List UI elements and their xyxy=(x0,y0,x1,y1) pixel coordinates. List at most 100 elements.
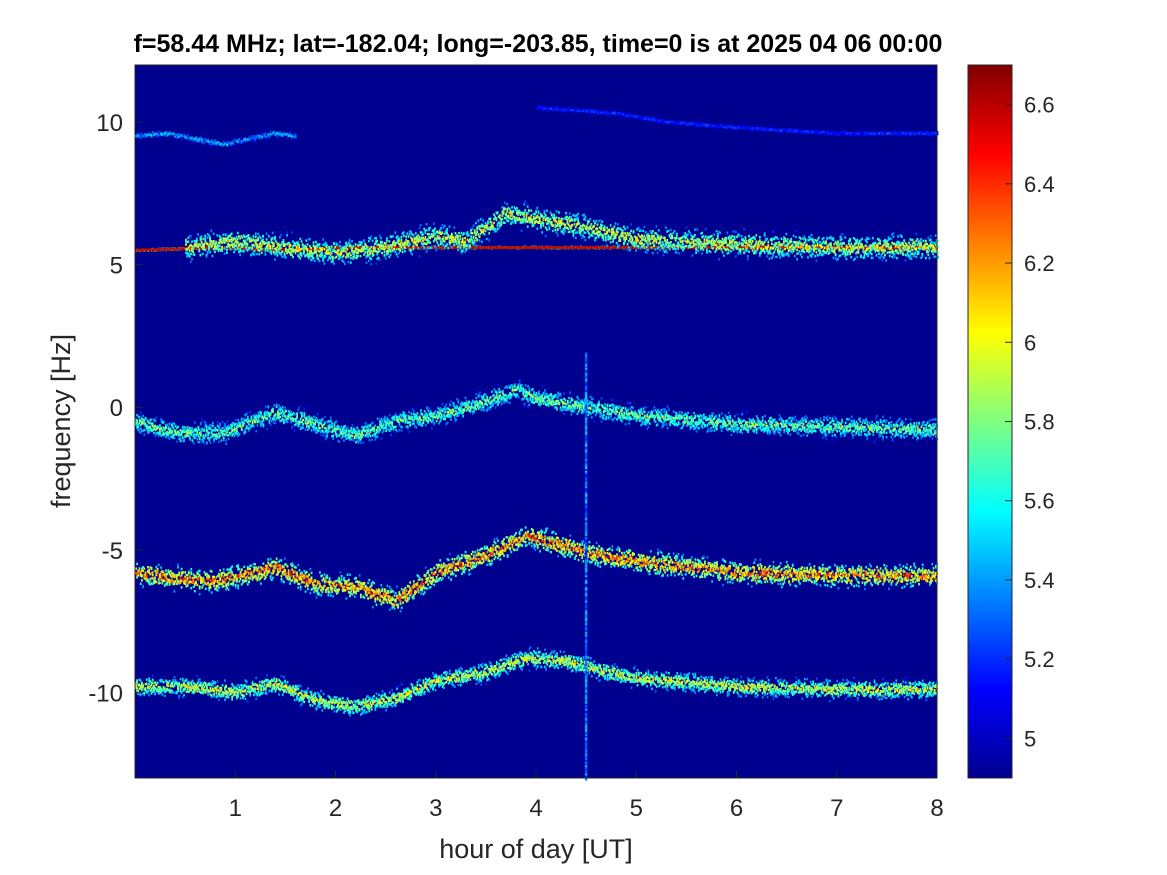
heat-cell xyxy=(499,246,502,250)
heat-cell xyxy=(732,126,734,129)
heat-cell xyxy=(254,235,257,238)
heat-cell xyxy=(253,249,256,253)
heat-cell xyxy=(831,133,834,136)
heat-cell xyxy=(558,217,560,220)
heat-cell xyxy=(204,138,207,141)
heat-cell xyxy=(370,235,373,238)
heat-cell xyxy=(489,246,492,250)
heat-cell xyxy=(399,249,402,253)
heat-cell xyxy=(656,251,659,255)
heat-cell xyxy=(651,118,654,122)
heat-cell xyxy=(602,111,604,114)
heat-cell xyxy=(352,245,355,248)
heat-cell xyxy=(250,135,253,138)
heat-cell xyxy=(272,131,274,135)
heat-cell xyxy=(199,246,202,250)
heat-cell xyxy=(833,132,835,135)
heat-cell xyxy=(222,233,225,236)
heat-cell xyxy=(199,136,202,139)
heat-cell xyxy=(619,113,621,116)
heat-cell xyxy=(676,121,679,125)
heat-cell xyxy=(162,247,165,251)
heat-cell xyxy=(321,248,323,252)
heat-cell xyxy=(644,117,647,120)
heat-cell xyxy=(149,248,152,252)
heat-cell xyxy=(661,119,663,122)
heat-cell xyxy=(675,236,678,240)
heat-cell xyxy=(741,125,744,128)
heat-cell xyxy=(596,111,598,114)
heat-cell xyxy=(231,141,234,144)
heat-cell xyxy=(198,250,201,253)
heat-cell xyxy=(693,121,696,124)
heat-cell xyxy=(858,130,861,134)
heat-cell xyxy=(632,231,635,234)
heat-cell xyxy=(327,258,329,262)
heat-cell xyxy=(591,109,594,113)
heat-cell xyxy=(410,230,412,234)
heat-cell xyxy=(230,232,233,235)
heat-cell xyxy=(527,209,530,213)
heat-cell xyxy=(438,246,440,250)
heat-cell xyxy=(190,137,193,140)
heat-cell xyxy=(347,254,350,257)
heat-cell xyxy=(230,143,232,146)
heat-cell xyxy=(668,120,671,123)
heat-cell xyxy=(279,248,282,252)
heat-cell xyxy=(353,252,356,255)
heat-cell xyxy=(756,127,758,130)
heat-cell xyxy=(404,246,406,249)
heat-cell xyxy=(526,225,529,228)
heat-cell xyxy=(503,246,505,250)
heat-cell xyxy=(386,239,388,243)
heat-cell xyxy=(420,246,422,250)
heat-cell xyxy=(183,133,185,136)
heat-cell xyxy=(505,246,508,250)
heat-cell xyxy=(651,251,654,255)
heat-cell xyxy=(835,131,838,134)
heat-cell xyxy=(627,112,630,116)
heat-cell xyxy=(258,134,261,138)
heat-cell xyxy=(389,253,392,257)
heat-cell xyxy=(570,227,572,230)
heat-cell xyxy=(847,132,850,136)
heat-cell xyxy=(243,138,246,142)
heat-cell xyxy=(674,120,677,124)
heat-cell xyxy=(584,218,587,221)
heat-cell xyxy=(357,254,359,258)
heat-cell xyxy=(884,133,887,136)
heat-cell xyxy=(367,259,370,263)
heat-cell xyxy=(405,246,408,250)
heat-cell xyxy=(455,241,458,245)
heat-cell xyxy=(722,124,725,127)
heat-cell xyxy=(216,234,219,237)
heat-cell xyxy=(211,254,214,258)
heat-cell xyxy=(278,236,281,239)
heat-cell xyxy=(441,246,444,250)
heat-cell xyxy=(615,111,618,114)
heat-cell xyxy=(647,243,649,246)
heat-cell xyxy=(562,232,565,236)
heat-cell xyxy=(640,117,643,121)
heat-cell xyxy=(233,250,236,254)
heat-cell xyxy=(393,246,396,250)
heat-cell xyxy=(734,126,737,130)
heat-cell xyxy=(471,232,474,235)
heat-cell xyxy=(174,247,177,251)
heat-cell xyxy=(159,136,161,139)
heat-cell xyxy=(276,253,279,256)
heat-cell xyxy=(172,132,175,135)
heat-cell xyxy=(721,125,724,129)
heat-cell xyxy=(396,235,399,238)
heat-cell xyxy=(147,133,149,137)
heat-cell xyxy=(289,244,292,247)
heat-cell xyxy=(472,224,475,227)
heat-cell xyxy=(254,232,257,235)
heat-cell xyxy=(691,120,693,124)
heat-cell xyxy=(204,237,207,240)
heat-cell xyxy=(492,246,495,250)
heat-cell xyxy=(621,113,624,116)
heat-cell xyxy=(221,143,224,147)
heat-cell xyxy=(175,133,178,137)
heat-cell xyxy=(600,109,603,113)
